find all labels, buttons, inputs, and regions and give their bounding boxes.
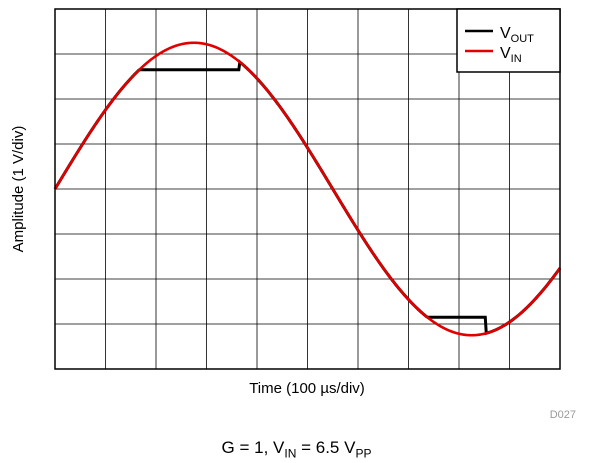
caption-pp-sub: PP <box>355 446 372 461</box>
x-axis-label: Time (100 µs/div) <box>249 380 365 397</box>
legend-box <box>456 8 561 73</box>
legend-label-vout: VOUT <box>500 25 534 45</box>
y-axis-label: Amplitude (1 V/div) <box>10 126 27 253</box>
caption-vin-value: = 6.5 V <box>296 438 356 457</box>
series-vin-line <box>53 41 562 337</box>
series-layer <box>53 41 562 337</box>
figure-id: D027 <box>550 409 576 421</box>
plot-frame <box>54 8 561 370</box>
legend-label-vin: VIN <box>500 45 522 65</box>
caption-in-sub: IN <box>284 446 297 461</box>
caption-gain-text: G = 1, V <box>221 438 285 457</box>
figure-caption: G = 1, VIN = 6.5 VPP <box>0 438 593 460</box>
legend: VOUT VIN <box>456 8 561 73</box>
